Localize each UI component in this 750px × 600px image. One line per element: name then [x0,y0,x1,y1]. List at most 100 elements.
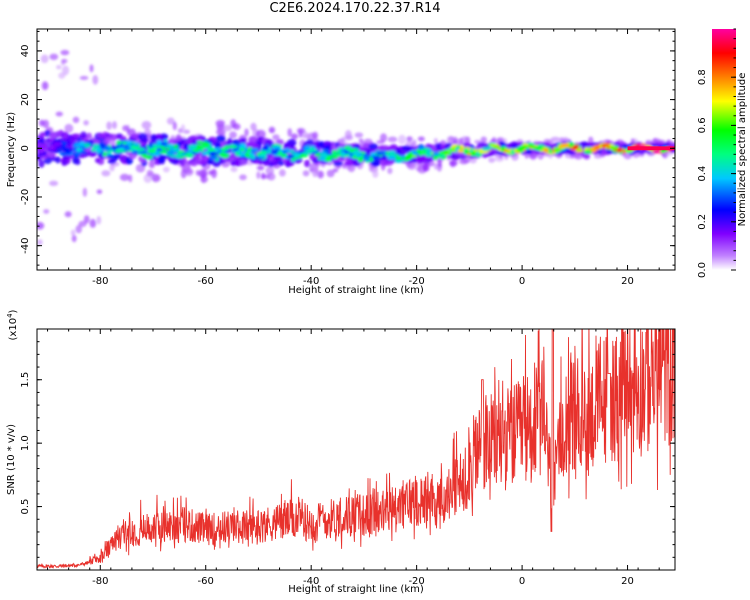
spectral-blob [166,150,176,155]
spectral-blob [433,162,439,170]
spectral-blob [119,173,130,181]
spectral-blob [156,147,163,152]
spectral-blob [302,133,313,140]
spectral-blob [48,138,55,142]
spectral-blob [488,157,496,163]
spectral-blob [208,151,217,156]
snr-frame [36,328,676,571]
spectral-blob [61,58,68,64]
spectral-blob [92,143,100,149]
spectral-blob [481,147,491,152]
spectral-blob [146,172,156,177]
spectral-blob [106,154,115,159]
spectral-blob [449,154,459,160]
spectral-blob [265,166,274,176]
spectral-blob [446,135,455,145]
snr-line-area [37,329,675,569]
spectral-blob [105,136,112,142]
spectral-blob [56,65,62,70]
spectral-blob [267,172,276,181]
spectral-blob [136,147,146,152]
x-tick-label: 0 [519,276,525,287]
spectral-blob [451,148,457,152]
spectral-blob [376,151,384,156]
spectral-blob [61,159,68,166]
spectral-blob [58,72,66,79]
y-scale-annotation: (x104) [6,309,19,340]
spectral-blob [278,159,285,166]
spectral-blob [377,145,384,151]
spectral-blob [234,151,241,157]
spectrogram-blobs [37,49,675,246]
spectral-blob [270,150,279,155]
spectral-blob [302,170,310,177]
spectral-blob [147,149,157,154]
spectral-blob [399,158,405,162]
spectral-blob [244,128,249,137]
spectral-blob [175,153,182,159]
spectral-blob [550,136,561,143]
x-tick-label: -80 [92,276,108,287]
spectral-blob [89,64,94,73]
spectral-blob [86,132,92,140]
spectral-blob [416,149,422,155]
spectrogram-area [37,49,675,246]
spectrogram-axes: -80 -60 -40 -20 0 20 -40 -20 0 20 40 Height of stra… [6,29,675,296]
spectral-blob [298,128,303,138]
spectral-blob [235,142,241,146]
spectral-blob [60,49,70,56]
spectral-blob [48,131,58,139]
spectral-blob [255,129,266,139]
spectral-blob [64,211,72,218]
spectral-blob [39,131,47,137]
spectral-blob [458,158,469,165]
spectral-blob [172,147,181,152]
spectral-blob [354,132,364,138]
spectral-blob [82,187,88,197]
spectral-blob [379,133,388,143]
spectral-blob [148,160,156,169]
spectral-blob [192,154,201,159]
spectral-blob [600,148,608,155]
spectral-blob [548,150,554,154]
spectral-blob [208,148,215,152]
y-tick-label: -40 [20,237,31,253]
spectral-blob [116,140,122,145]
spectral-blob [616,147,623,153]
spectral-blob [215,135,226,143]
spectral-blob [208,136,217,141]
spectral-blob [41,81,49,90]
spectral-blob [286,154,295,159]
y-tick-label: -20 [20,189,31,205]
spectral-blob [368,143,379,150]
spectral-blob [417,155,424,163]
spectral-blob [70,229,76,237]
spectral-blob [401,145,412,151]
x-tick-label: -60 [198,276,214,287]
spectral-blob [144,154,153,160]
spectral-blob [583,149,593,154]
spectral-blob [37,222,45,230]
spectral-blob [98,142,107,148]
spectral-blob [43,147,49,151]
spectral-blob [152,144,161,148]
spectral-blob [585,142,592,149]
spectral-blob [63,154,73,159]
spectral-blob [72,156,78,164]
spectral-blob [64,150,72,155]
spectral-blob [192,148,200,153]
spectral-blob [40,54,49,64]
spectral-blob [103,146,111,151]
x-tick-label: -20 [408,576,424,587]
spectral-blob [184,152,193,158]
spectral-blob [114,149,123,153]
spectral-blob [320,152,328,158]
y-axis-label: Frequency (Hz) [6,112,17,188]
spectral-blob [317,140,325,148]
spectral-blob [568,142,575,147]
spectral-blob [404,154,413,161]
y-tick-label: 0 [20,145,31,151]
spectral-blob [575,148,583,152]
spectral-blob [96,132,104,139]
